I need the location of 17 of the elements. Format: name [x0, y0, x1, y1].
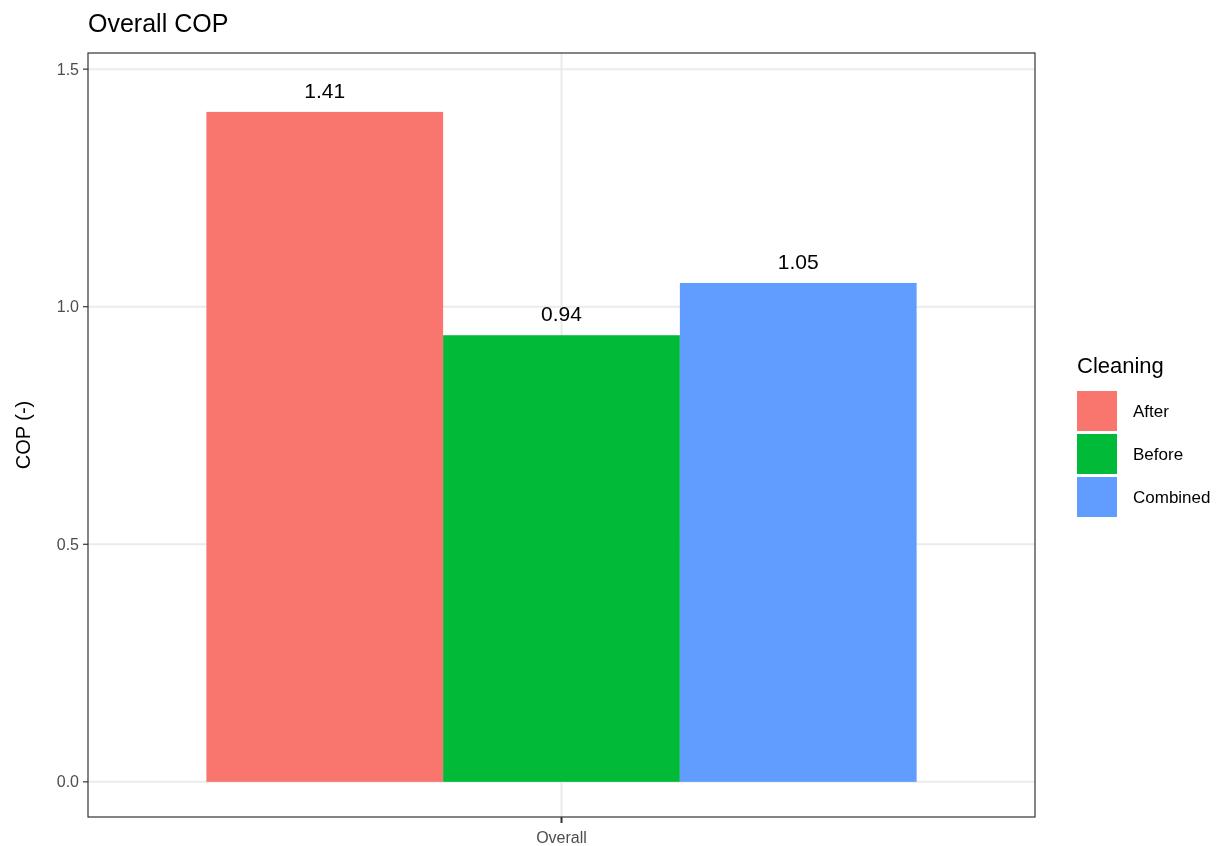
legend-label: After	[1133, 401, 1170, 421]
bar	[443, 335, 680, 782]
legend-label: Combined	[1133, 487, 1211, 507]
data-label: 1.05	[777, 249, 819, 273]
y-tick-label: 1.0	[56, 298, 80, 316]
data-label: 0.94	[541, 302, 583, 326]
legend-title: Cleaning	[1077, 353, 1164, 378]
legend-label: Before	[1133, 444, 1184, 464]
bar	[206, 111, 444, 782]
chart-title: Overall COP	[88, 9, 229, 37]
data-label: 1.41	[304, 78, 346, 102]
x-tick-label: Overall	[536, 829, 587, 846]
y-tick-label: 1.5	[56, 60, 80, 78]
bar	[679, 282, 917, 782]
y-tick-label: 0.0	[56, 773, 80, 791]
y-axis-title: COP (-)	[12, 400, 34, 470]
y-tick-label: 0.5	[56, 535, 80, 553]
